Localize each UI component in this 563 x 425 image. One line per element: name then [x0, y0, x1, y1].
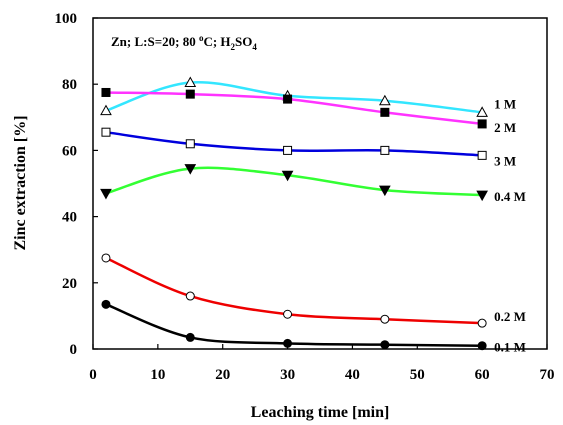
- series-layer: [100, 76, 488, 351]
- data-point: [185, 291, 195, 301]
- data-point: [101, 253, 111, 263]
- chart-annotation: Zn; L:S=20; 80 oC; H2SO4: [111, 33, 257, 52]
- data-point: [477, 318, 487, 328]
- y-tick-label: 0: [70, 342, 78, 358]
- data-point: [101, 127, 111, 137]
- series-3-m: [101, 127, 487, 160]
- series-2-m: [101, 87, 487, 129]
- data-point: [185, 332, 195, 342]
- series-label: 0.4 M: [494, 189, 526, 204]
- x-tick-label: 40: [345, 367, 360, 383]
- data-point: [184, 76, 197, 88]
- data-point: [283, 338, 293, 348]
- data-point: [379, 94, 391, 106]
- data-point: [184, 164, 197, 175]
- data-point: [380, 107, 390, 117]
- axis-ticks: 0 10 20 30 40 50 60 70 0 20 40 60 80 100: [55, 11, 555, 383]
- data-point: [185, 139, 195, 149]
- data-point: [380, 314, 390, 324]
- x-tick-label: 10: [150, 367, 165, 383]
- series-line: [105, 303, 483, 347]
- data-point: [476, 106, 488, 117]
- series-label: 0.2 M: [494, 309, 526, 324]
- data-point: [185, 89, 195, 99]
- data-point: [477, 341, 487, 351]
- data-point: [100, 188, 112, 200]
- series-line: [105, 166, 483, 197]
- x-tick-label: 70: [540, 367, 555, 383]
- series-0.1-m: [101, 299, 487, 351]
- data-point: [379, 185, 391, 197]
- x-tick-label: 30: [280, 367, 295, 383]
- data-point: [283, 94, 293, 104]
- series-1-m: [100, 76, 488, 117]
- y-axis-title: Zinc extraction [%]: [12, 115, 29, 250]
- series-line: [105, 256, 483, 325]
- series-label: 0.1 M: [494, 340, 526, 355]
- data-point: [100, 104, 112, 116]
- data-point: [380, 145, 390, 155]
- series-0.4-m: [100, 164, 488, 202]
- x-tick-label: 0: [89, 367, 97, 383]
- data-point: [101, 87, 111, 97]
- data-point: [283, 309, 293, 319]
- data-point: [477, 150, 487, 160]
- y-tick-label: 80: [62, 77, 77, 93]
- y-tick-label: 100: [55, 11, 78, 27]
- series-label: 2 M: [494, 120, 516, 135]
- x-tick-label: 50: [410, 367, 425, 383]
- x-tick-label: 60: [475, 367, 490, 383]
- y-tick-label: 20: [62, 276, 77, 292]
- y-tick-label: 60: [62, 143, 77, 159]
- series-labels: 1 M 2 M 3 M 0.4 M 0.2 M 0.1 M: [494, 96, 526, 354]
- series-label: 3 M: [494, 153, 516, 168]
- series-0.2-m: [101, 253, 487, 328]
- x-axis-title: Leaching time [min]: [251, 404, 390, 421]
- series-line: [105, 130, 483, 157]
- plot-area-frame: [92, 17, 548, 350]
- x-tick-label: 20: [215, 367, 230, 383]
- data-point: [281, 170, 294, 182]
- series-label: 1 M: [494, 96, 516, 111]
- data-point: [283, 145, 293, 155]
- data-point: [476, 190, 488, 202]
- series-line: [105, 80, 483, 114]
- data-point: [380, 340, 390, 350]
- data-point: [101, 299, 111, 309]
- data-point: [477, 119, 487, 129]
- y-tick-label: 40: [62, 210, 77, 226]
